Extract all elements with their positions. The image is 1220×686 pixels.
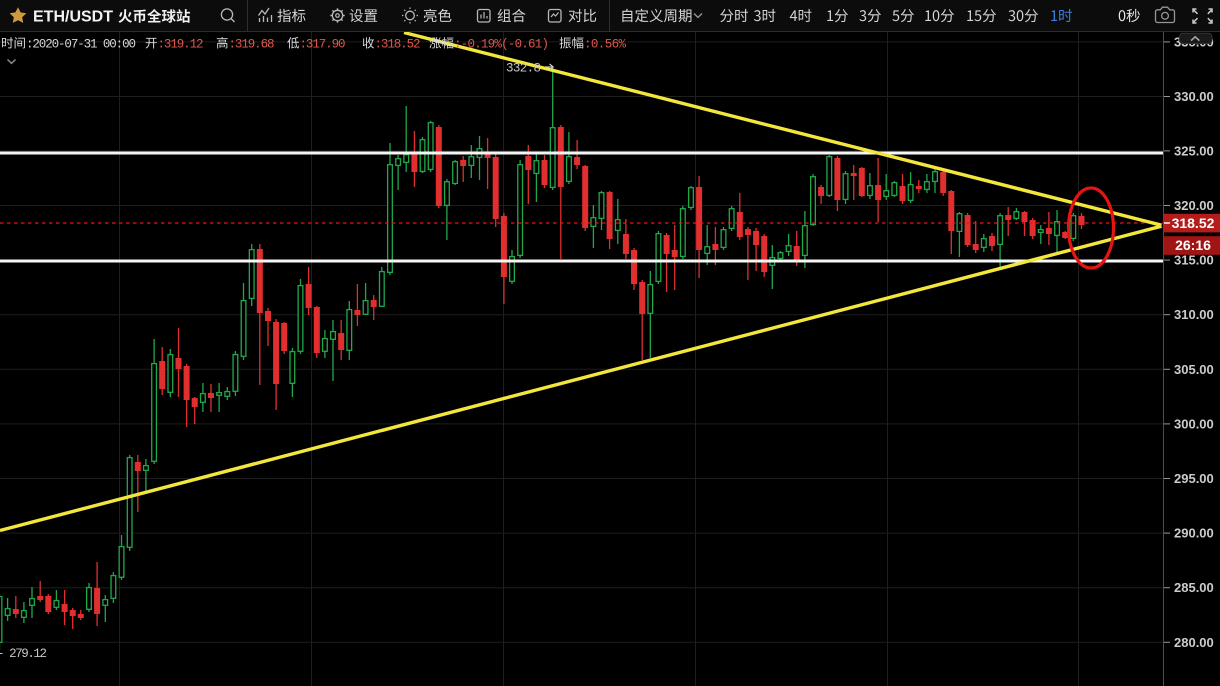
svg-text:320.00: 320.00 <box>1174 198 1214 213</box>
svg-text:- 279.12: - 279.12 <box>0 647 47 661</box>
svg-text:26:16: 26:16 <box>1175 237 1211 253</box>
svg-text:332.8: 332.8 <box>506 62 541 76</box>
svg-text:280.00: 280.00 <box>1174 635 1214 650</box>
svg-text:295.00: 295.00 <box>1174 471 1214 486</box>
svg-text:ETH/USDT: ETH/USDT <box>33 9 113 26</box>
svg-text::-0.19%(-0.61): :-0.19%(-0.61) <box>454 38 549 52</box>
svg-text::317.90: :317.90 <box>300 38 346 52</box>
svg-text:290.00: 290.00 <box>1174 526 1214 541</box>
svg-text:318.52: 318.52 <box>1172 215 1215 231</box>
svg-text:310.00: 310.00 <box>1174 307 1214 322</box>
svg-text::0.56%: :0.56% <box>584 38 626 52</box>
svg-text::319.68: :319.68 <box>229 38 275 52</box>
svg-text:315.00: 315.00 <box>1174 253 1214 268</box>
svg-text:300.00: 300.00 <box>1174 416 1214 431</box>
svg-text:325.00: 325.00 <box>1174 143 1214 158</box>
svg-text:305.00: 305.00 <box>1174 362 1214 377</box>
svg-text:285.00: 285.00 <box>1174 580 1214 595</box>
svg-text::318.52: :318.52 <box>375 38 421 52</box>
svg-text:330.00: 330.00 <box>1174 89 1214 104</box>
svg-text::319.12: :319.12 <box>158 38 204 52</box>
svg-text::2020-07-31 00:00: :2020-07-31 00:00 <box>26 38 136 52</box>
